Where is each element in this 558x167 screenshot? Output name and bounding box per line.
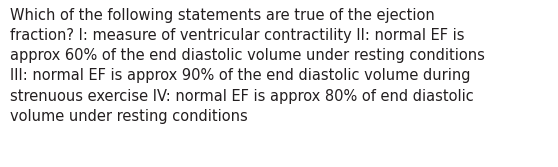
Text: Which of the following statements are true of the ejection
fraction? I: measure : Which of the following statements are tr…: [10, 8, 485, 124]
